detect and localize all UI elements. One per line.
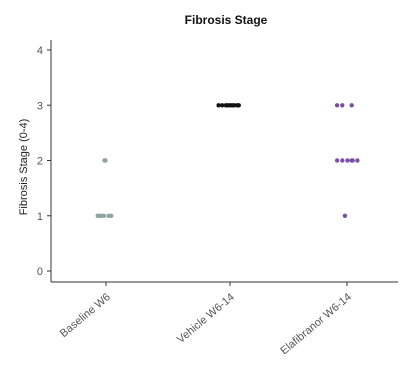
data-point [103,158,108,163]
data-point [220,103,225,108]
data-point [101,213,107,218]
y-tick-label: 3 [37,100,43,112]
data-point [236,103,241,108]
y-tick-label: 1 [37,211,43,223]
y-axis-label: Fibrosis Stage (0-4) [18,119,30,216]
data-point [216,103,221,108]
x-tick-label: Baseline W6 [58,291,113,340]
x-tick-label: Vehicle W6-14 [175,291,237,346]
data-point [342,213,348,218]
data-point [109,213,114,218]
data-point [345,158,350,163]
data-point [340,103,345,108]
y-ticks: 0 1 2 3 4 [37,45,51,278]
y-tick-label: 2 [37,156,43,168]
data-point [334,103,340,108]
x-ticks: Baseline W6 Vehicle W6-14 Elafibranor W6-1… [58,282,354,357]
data-point [349,103,354,108]
data-point [334,158,340,163]
chart-title: Fibrosis Stage [185,13,268,27]
y-tick-label: 4 [37,45,43,57]
data-point [355,158,360,163]
data-point [232,103,237,108]
data-points [95,103,360,218]
y-tick-label: 0 [37,266,43,278]
data-point [350,158,355,163]
x-tick-label: Elafibranor W6-14 [278,291,354,357]
data-point [340,158,345,163]
